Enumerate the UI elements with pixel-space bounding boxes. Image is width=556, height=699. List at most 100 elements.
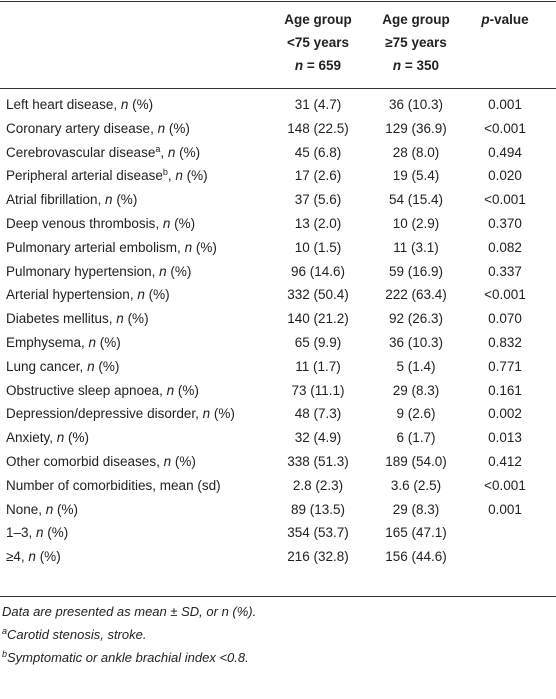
- row-value: 73 (11.1): [291, 382, 345, 398]
- row-value: 10 (2.9): [392, 216, 440, 231]
- row-value: 2.8 (2.3): [292, 477, 344, 493]
- superscript: b: [162, 167, 168, 178]
- row-label: Depression/depressive disorder, n (%): [6, 402, 235, 425]
- header-cell: Age group <75 years n = 659: [258, 8, 378, 77]
- text-run: Pulmonary hypertension,: [6, 263, 160, 279]
- row-value: 59 (16.9): [388, 263, 444, 279]
- text-run: (%): [170, 216, 196, 231]
- text-run: n: [45, 501, 54, 517]
- text-run: (%): [96, 335, 121, 350]
- text-run: Other comorbid diseases,: [6, 454, 164, 469]
- row-value: 0.013: [488, 430, 522, 446]
- row-label: Anxiety, n (%): [6, 426, 89, 449]
- row-value: 0.082: [488, 239, 522, 255]
- row-value: 31 (4.7): [294, 97, 342, 112]
- row-label: Lung cancer, n (%): [6, 355, 119, 378]
- row-value: <0.001: [484, 477, 526, 493]
- text-run: (%): [182, 168, 208, 184]
- text-run: n: [294, 58, 304, 73]
- text-run: ,: [167, 168, 176, 184]
- text-run: n: [162, 216, 171, 231]
- row-label: Arterial hypertension, n (%): [6, 283, 170, 306]
- row-value: 29 (8.3): [392, 382, 440, 398]
- row-label: ≥4, n (%): [6, 545, 61, 568]
- row-value: <0.001: [484, 192, 526, 208]
- row-label: Pulmonary arterial embolism, n (%): [6, 236, 217, 259]
- text-run: n: [175, 168, 183, 184]
- text-run: -value: [489, 12, 529, 27]
- row-value: 92 (26.3): [388, 311, 444, 327]
- text-run: (%): [174, 382, 199, 398]
- row-value: 165 (47.1): [385, 525, 447, 541]
- row-value: 32 (4.9): [294, 430, 342, 446]
- text-run: ≥75 years: [385, 35, 447, 50]
- row-value: 0.370: [488, 216, 522, 231]
- row-value: 10 (1.5): [294, 239, 342, 255]
- row-value: 0.337: [488, 263, 522, 279]
- row-value: 189 (54.0): [385, 454, 447, 469]
- row-label: Atrial fibrillation, n (%): [6, 188, 137, 211]
- row-value: 9 (2.6): [396, 406, 436, 422]
- row-label: Pulmonary hypertension, n (%): [6, 260, 191, 283]
- row-value: 0.020: [488, 168, 522, 184]
- text-run: Obstructive sleep apnoea,: [6, 382, 167, 398]
- text-run: Pulmonary arterial embolism,: [6, 239, 185, 255]
- text-run: (%): [144, 287, 170, 303]
- superscript: b: [2, 649, 8, 659]
- row-value: 36 (10.3): [388, 335, 444, 350]
- text-run: Carotid stenosis, stroke.: [7, 627, 147, 642]
- row-value: 11 (3.1): [393, 239, 439, 255]
- text-run: n: [167, 144, 176, 160]
- row-value: 5 (1.4): [396, 358, 436, 374]
- text-run: (%): [192, 239, 217, 255]
- header-cell: p-value: [445, 8, 556, 31]
- row-value: 19 (5.4): [392, 168, 440, 184]
- row-value: 17 (2.6): [294, 168, 342, 184]
- row-label: Emphysema, n (%): [6, 331, 121, 354]
- text-run: n: [116, 311, 124, 327]
- row-value: 89 (13.5): [290, 501, 346, 517]
- row-value: 0.832: [488, 335, 522, 350]
- text-run: n: [202, 406, 211, 422]
- row-value: 0.001: [488, 97, 522, 112]
- text-run: None,: [6, 501, 46, 517]
- text-run: n: [166, 382, 175, 398]
- text-run: ≥4,: [6, 549, 29, 565]
- text-run: n: [120, 97, 129, 112]
- row-value: 129 (36.9): [385, 120, 447, 136]
- row-value: 45 (6.8): [294, 144, 342, 160]
- text-run: (%): [166, 263, 192, 279]
- row-label: Obstructive sleep apnoea, n (%): [6, 379, 199, 402]
- row-label: None, n (%): [6, 498, 78, 521]
- row-value: 48 (7.3): [294, 406, 342, 422]
- text-run: Coronary artery disease,: [6, 120, 158, 136]
- text-run: n: [184, 239, 193, 255]
- header-line: <75 years: [258, 31, 378, 54]
- text-run: Arterial hypertension,: [6, 287, 138, 303]
- row-value: 36 (10.3): [388, 97, 444, 112]
- text-run: Depression/depressive disorder,: [6, 406, 203, 422]
- text-run: 1–3,: [6, 525, 37, 541]
- text-run: n: [157, 120, 166, 136]
- text-run: (%): [53, 501, 79, 517]
- row-value: 54 (15.4): [388, 192, 444, 208]
- row-label: Peripheral arterial diseaseb, n (%): [6, 164, 208, 187]
- text-run: (%): [64, 430, 90, 446]
- header-rule: [0, 88, 556, 89]
- text-run: Age group: [284, 12, 352, 27]
- row-value: 216 (32.8): [287, 549, 349, 565]
- text-run: Deep venous thrombosis,: [6, 216, 163, 231]
- footnote: aCarotid stenosis, stroke.: [2, 627, 147, 643]
- text-run: Anxiety,: [6, 430, 57, 446]
- row-value: 11 (1.7): [295, 358, 341, 374]
- text-run: n: [137, 287, 145, 303]
- row-label: Cerebrovascular diseasea, n (%): [6, 141, 200, 164]
- header-line: Age group: [258, 8, 378, 31]
- text-run: n: [159, 263, 167, 279]
- row-value: 354 (53.7): [287, 525, 349, 541]
- header-line: p-value: [445, 8, 556, 31]
- text-run: = 659: [303, 58, 342, 73]
- row-value: 29 (8.3): [392, 501, 440, 517]
- row-value: 0.494: [488, 144, 522, 160]
